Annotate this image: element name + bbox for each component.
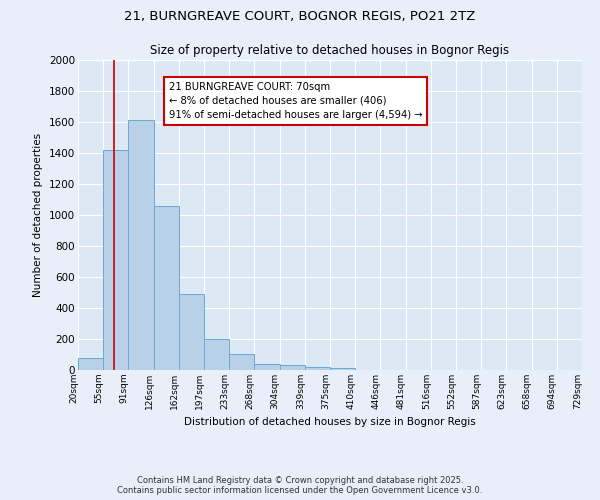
Bar bbox=[179, 294, 204, 370]
Bar bbox=[229, 354, 254, 370]
Bar bbox=[204, 339, 229, 370]
Text: 21, BURNGREAVE COURT, BOGNOR REGIS, PO21 2TZ: 21, BURNGREAVE COURT, BOGNOR REGIS, PO21… bbox=[124, 10, 476, 23]
Bar bbox=[254, 364, 280, 370]
Text: Contains HM Land Registry data © Crown copyright and database right 2025.
Contai: Contains HM Land Registry data © Crown c… bbox=[118, 476, 482, 495]
Text: 21 BURNGREAVE COURT: 70sqm
← 8% of detached houses are smaller (406)
91% of semi: 21 BURNGREAVE COURT: 70sqm ← 8% of detac… bbox=[169, 82, 422, 120]
Bar bbox=[154, 206, 179, 370]
Bar bbox=[280, 366, 305, 370]
Bar bbox=[103, 150, 128, 370]
Bar bbox=[78, 358, 103, 370]
Bar bbox=[305, 367, 330, 370]
Title: Size of property relative to detached houses in Bognor Regis: Size of property relative to detached ho… bbox=[151, 44, 509, 58]
Bar bbox=[330, 368, 355, 370]
Bar bbox=[128, 120, 154, 370]
Y-axis label: Number of detached properties: Number of detached properties bbox=[34, 133, 43, 297]
X-axis label: Distribution of detached houses by size in Bognor Regis: Distribution of detached houses by size … bbox=[184, 418, 476, 428]
